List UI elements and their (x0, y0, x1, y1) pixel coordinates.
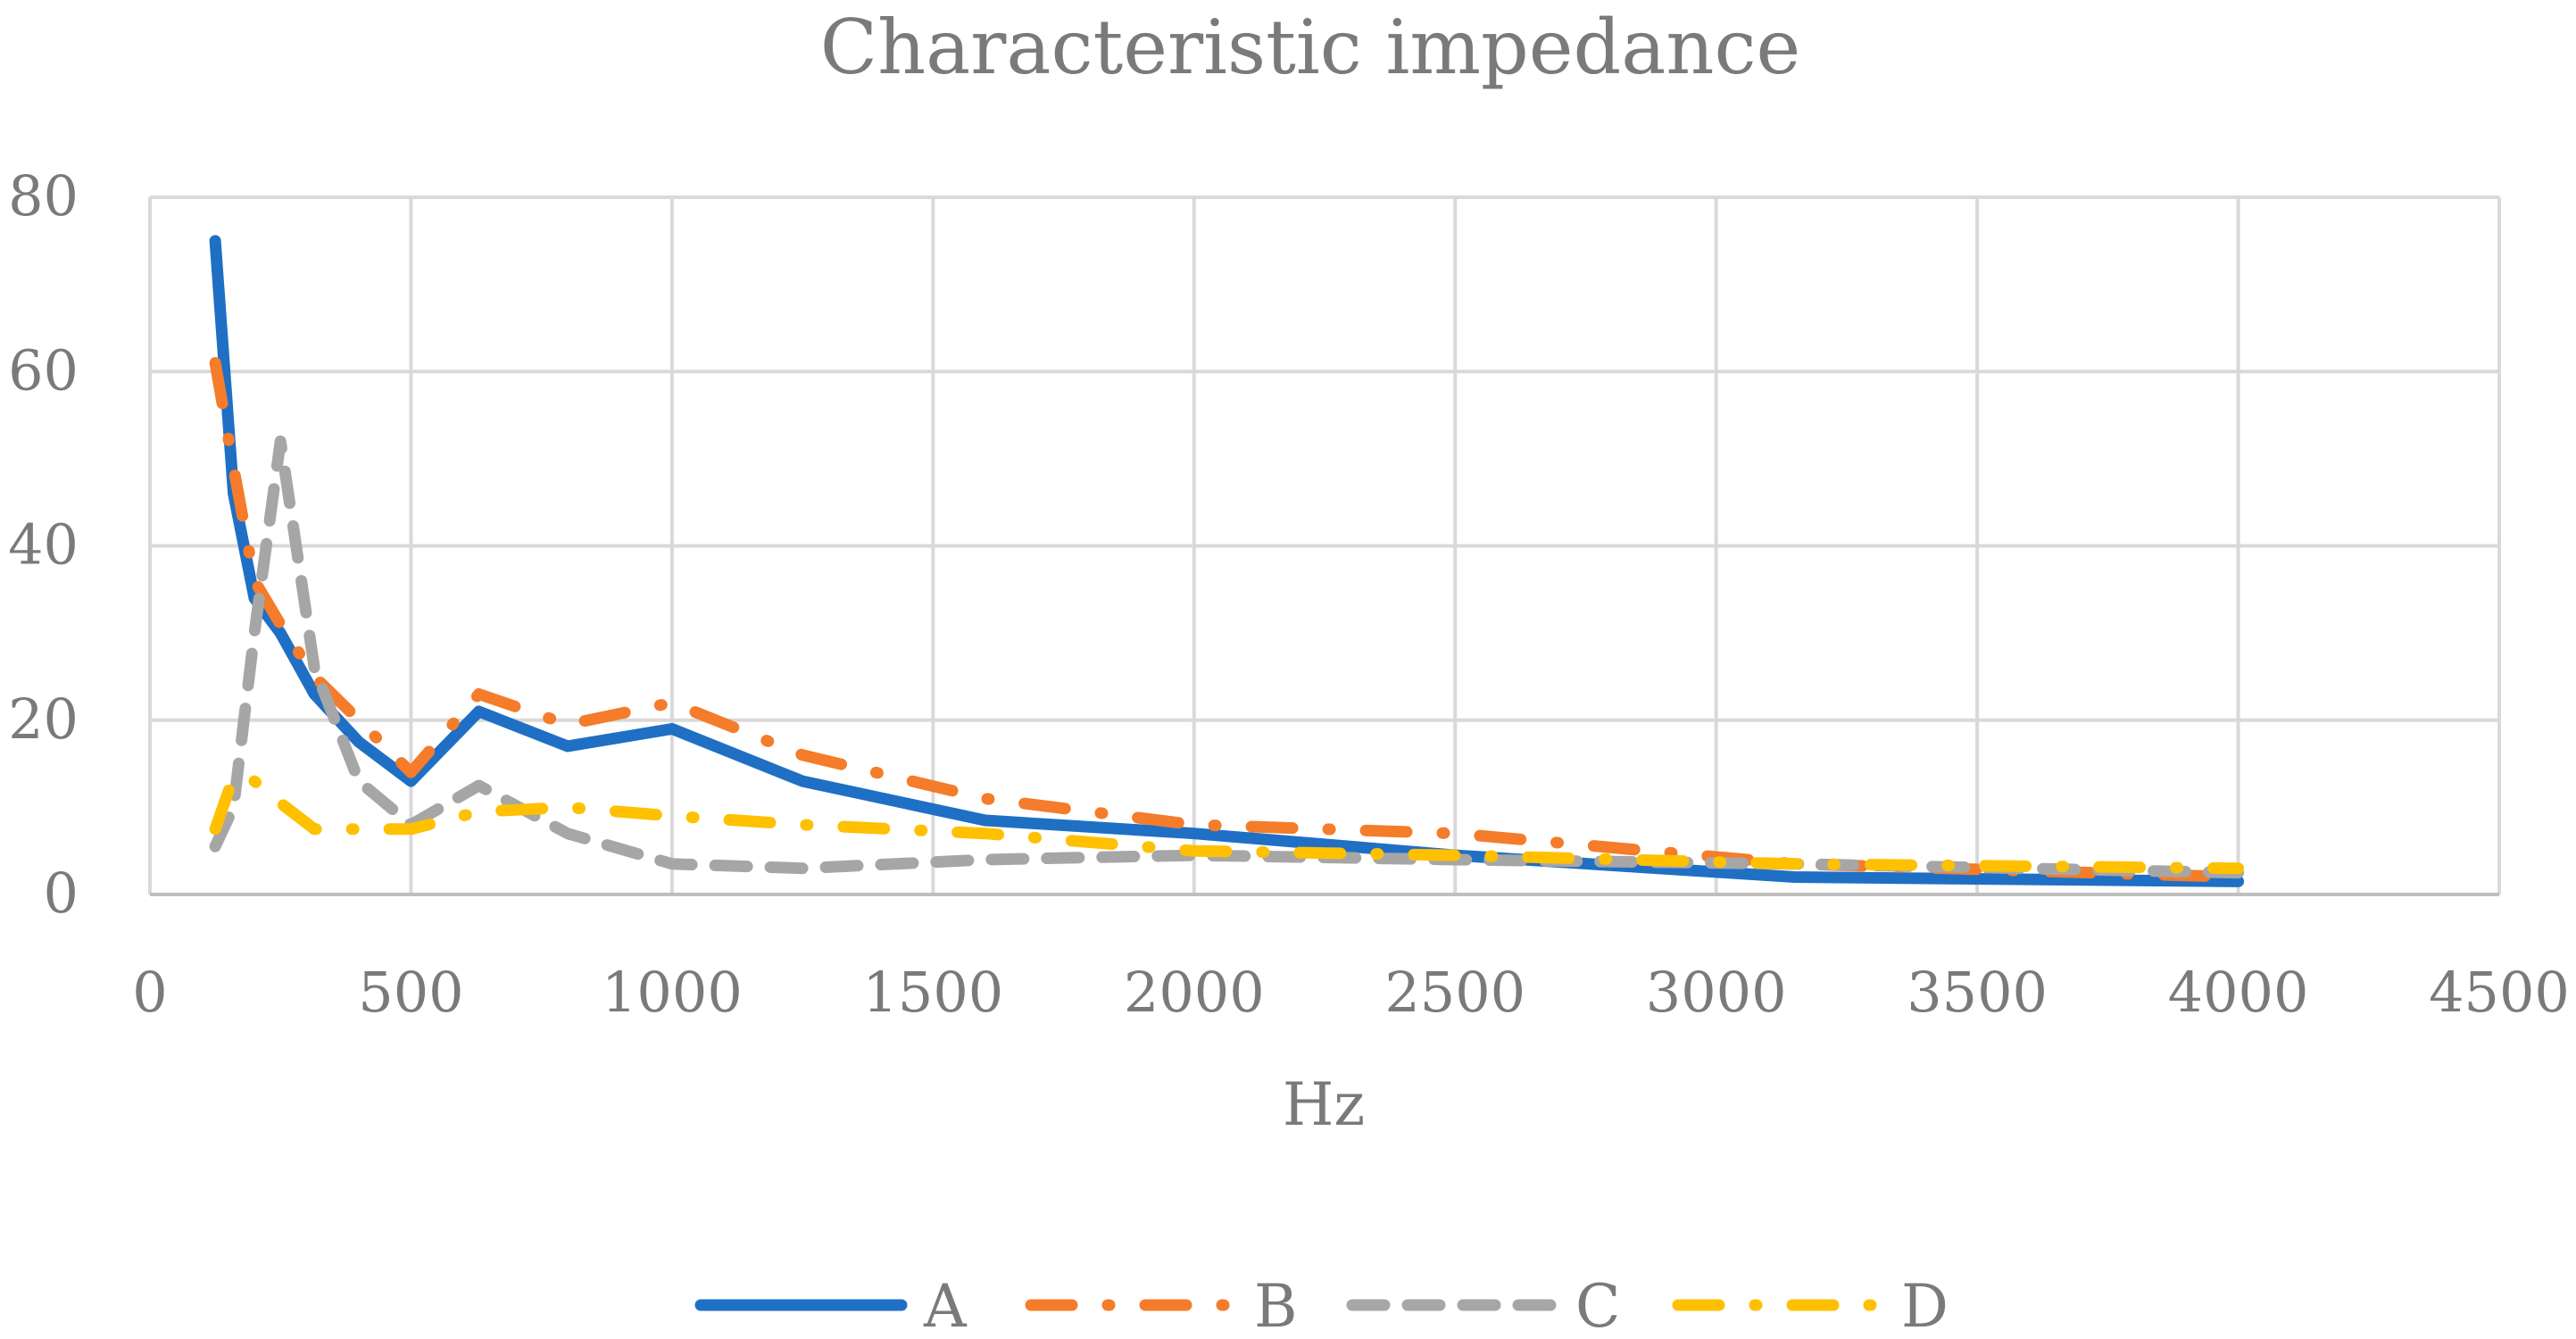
grid (148, 195, 2501, 896)
x-axis-tick-labels: 0 500 1000 1500 2000 2500 3000 3500 4000 4500 (132, 960, 2570, 1025)
y-tick-label: 80 (8, 163, 79, 229)
y-tick-label: 0 (44, 861, 79, 926)
x-tick-label: 2000 (1124, 960, 1265, 1025)
y-tick-label: 40 (8, 512, 79, 578)
x-tick-label: 4000 (2168, 960, 2309, 1025)
x-tick-label: 1500 (862, 960, 1003, 1025)
x-tick-label: 0 (132, 960, 167, 1025)
y-tick-label: 60 (8, 337, 79, 403)
legend: A B C D (694, 1272, 1949, 1339)
series-lines (209, 235, 2245, 887)
x-tick-label: 1000 (602, 960, 743, 1025)
series-line-b (209, 357, 2245, 883)
x-tick-label: 2500 (1384, 960, 1525, 1025)
y-tick-label: 20 (8, 686, 79, 752)
x-tick-label: 3000 (1646, 960, 1787, 1025)
x-tick-label: 500 (358, 960, 463, 1025)
series-line-d (209, 770, 2245, 875)
x-tick-label: 4500 (2429, 960, 2570, 1025)
legend-label-b: B (1254, 1272, 1298, 1339)
legend-label-a: A (923, 1272, 968, 1339)
x-tick-label: 3500 (1907, 960, 2048, 1025)
legend-label-d: D (1901, 1272, 1949, 1339)
legend-label-c: C (1575, 1272, 1621, 1339)
y-axis-tick-labels: 0 20 40 60 80 (8, 163, 79, 926)
x-axis-label: Hz (1283, 1070, 1365, 1139)
chart-title: Characteristic impedance (820, 4, 1800, 91)
series-line-a (209, 235, 2245, 887)
